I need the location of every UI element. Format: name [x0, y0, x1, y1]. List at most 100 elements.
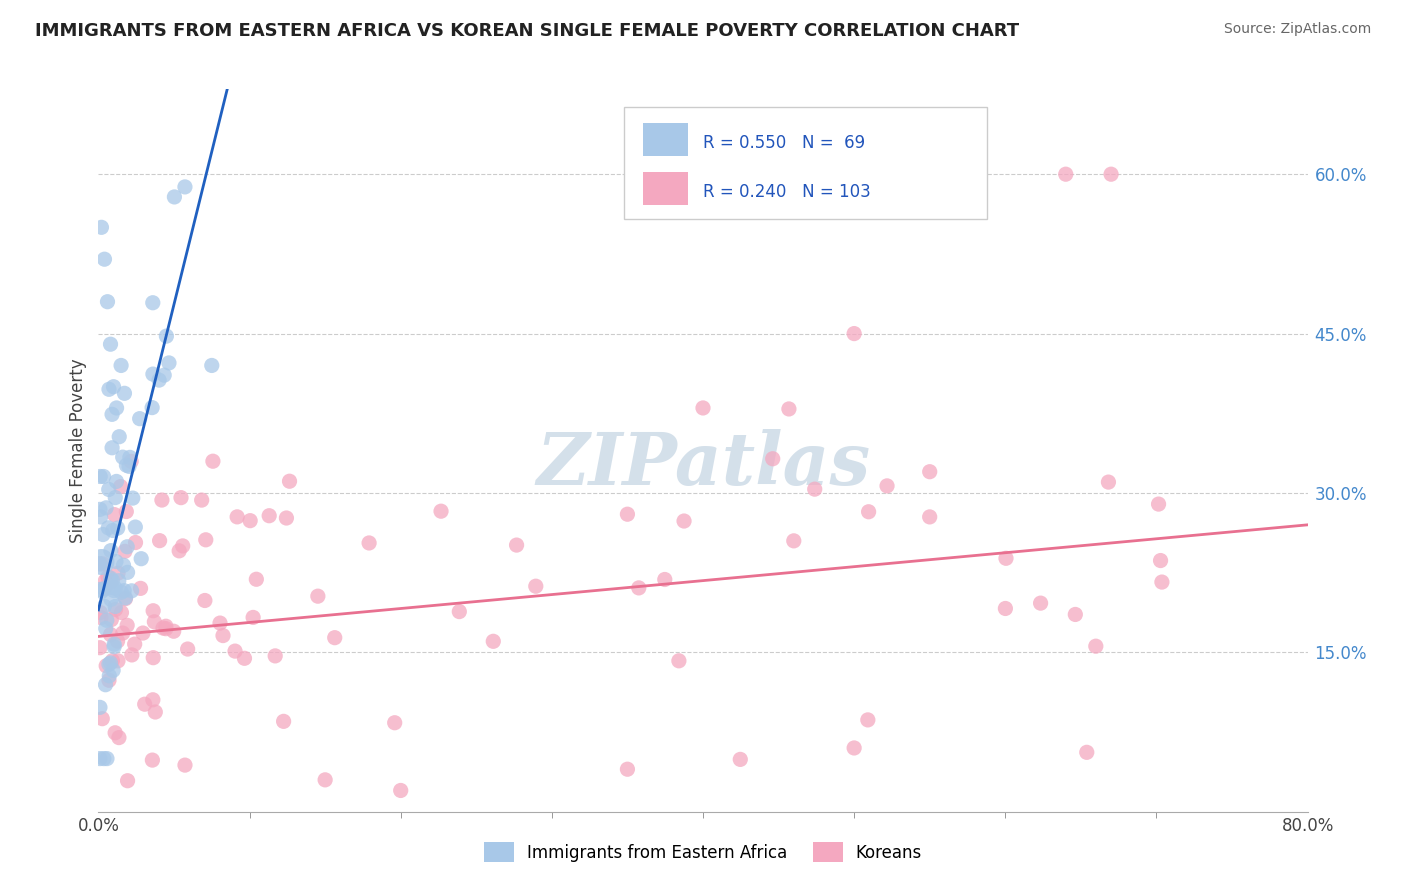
Point — [93, 582, 115, 596]
Point — [111, 450, 134, 464]
Point — [142, 295, 165, 310]
Point — [1084, 639, 1107, 653]
Point — [98, 673, 121, 688]
Point — [141, 753, 163, 767]
Point — [107, 634, 129, 648]
Point — [97, 657, 120, 672]
Point — [89, 557, 111, 571]
Point — [190, 493, 212, 508]
Point — [876, 479, 898, 493]
Point — [129, 551, 152, 566]
Point — [93, 252, 115, 267]
Point — [307, 589, 329, 603]
Point — [208, 616, 231, 631]
Point — [97, 570, 120, 584]
Point — [174, 180, 197, 194]
Point — [762, 451, 785, 466]
Point — [90, 584, 112, 599]
Point — [692, 401, 714, 415]
Point — [128, 411, 150, 425]
Point — [89, 582, 111, 597]
Point — [121, 491, 143, 505]
Point — [194, 533, 217, 547]
Point — [101, 663, 124, 677]
Point — [105, 475, 128, 489]
Point — [107, 654, 129, 668]
Point — [276, 511, 298, 525]
Point — [170, 491, 193, 505]
Point — [100, 571, 122, 585]
Point — [142, 367, 165, 381]
Point — [783, 533, 806, 548]
Point — [117, 773, 139, 788]
Point — [104, 599, 127, 614]
Point — [430, 504, 453, 518]
Point — [167, 544, 190, 558]
Point — [194, 593, 217, 607]
Point — [124, 520, 146, 534]
FancyBboxPatch shape — [624, 107, 987, 219]
Point — [115, 458, 138, 473]
Point — [245, 572, 267, 586]
Point — [90, 555, 112, 569]
Point — [112, 583, 135, 598]
Point — [100, 627, 122, 641]
Point — [94, 574, 117, 588]
Point — [273, 714, 295, 729]
Point — [97, 483, 120, 497]
Point — [616, 507, 638, 521]
Point — [1147, 497, 1170, 511]
Point — [129, 582, 152, 596]
Point — [89, 502, 111, 516]
Point — [100, 580, 122, 594]
Point — [359, 536, 381, 550]
Point — [107, 574, 129, 588]
Point — [89, 700, 111, 714]
Point — [153, 368, 176, 383]
Point — [104, 555, 127, 569]
Point — [323, 631, 346, 645]
Point — [141, 401, 163, 415]
Point — [856, 713, 879, 727]
Point — [103, 508, 125, 522]
Point — [104, 726, 127, 740]
Point — [100, 575, 122, 590]
Point — [1029, 596, 1052, 610]
Y-axis label: Single Female Poverty: Single Female Poverty — [69, 359, 87, 542]
Point — [101, 408, 124, 422]
Point — [114, 591, 136, 605]
Point — [142, 693, 165, 707]
Point — [1149, 553, 1171, 567]
Point — [803, 482, 825, 496]
Point — [858, 505, 880, 519]
Point — [1054, 167, 1077, 181]
Point — [96, 294, 118, 309]
Point — [114, 386, 136, 401]
Point — [100, 543, 122, 558]
Point — [918, 509, 941, 524]
Point — [314, 772, 336, 787]
Point — [108, 731, 131, 745]
Point — [104, 491, 127, 505]
Point — [627, 581, 650, 595]
Point — [673, 514, 696, 528]
Point — [844, 326, 866, 341]
Point — [844, 741, 866, 756]
Point — [155, 622, 177, 636]
Point — [110, 585, 132, 599]
Point — [91, 557, 114, 571]
Point — [107, 521, 129, 535]
FancyBboxPatch shape — [643, 172, 689, 205]
Point — [163, 190, 186, 204]
Point — [730, 752, 752, 766]
Point — [94, 678, 117, 692]
Point — [107, 566, 129, 580]
Point — [918, 465, 941, 479]
Point — [132, 626, 155, 640]
Point — [654, 573, 676, 587]
Point — [1099, 167, 1122, 181]
Point — [110, 359, 132, 373]
Point — [110, 479, 132, 493]
Point — [101, 654, 124, 668]
Point — [110, 606, 132, 620]
